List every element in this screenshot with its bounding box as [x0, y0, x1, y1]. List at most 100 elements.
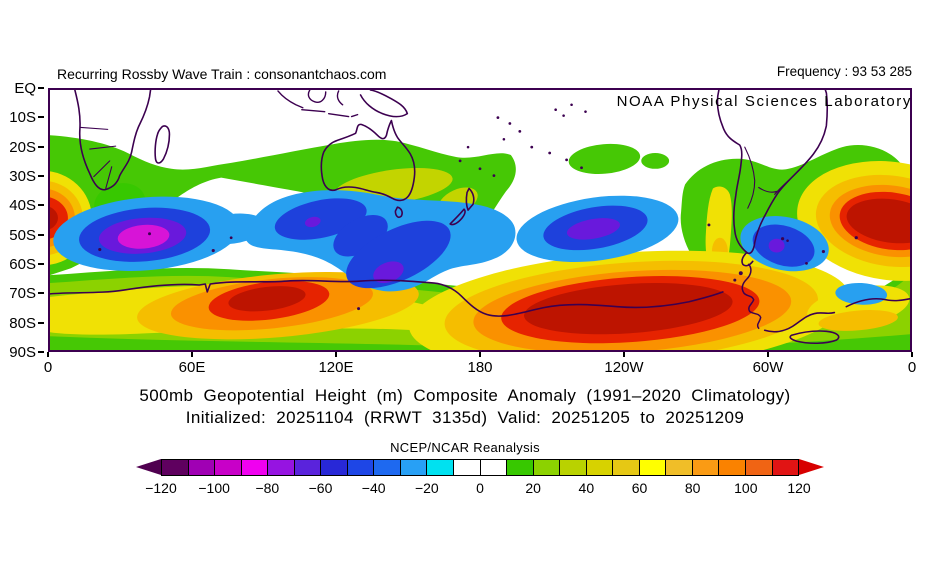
colorbar-tick-label-80: 80 [684, 480, 701, 496]
negative-anomaly-southwest-atlantic [740, 216, 888, 305]
colorbar-cell-22 [745, 460, 772, 475]
lon-tick [191, 352, 193, 357]
colorbar-cell-10 [426, 460, 454, 475]
lat-label-40S: 40S [9, 197, 36, 215]
colorbar-tick-label-−60: −60 [308, 480, 333, 496]
coastlines [50, 90, 910, 345]
lon-label-60E-1: 60E [178, 359, 206, 376]
lon-label-0-0: 0 [43, 359, 53, 376]
colorbar-cell-20 [691, 460, 719, 475]
colorbar-right-arrow [799, 459, 824, 475]
colorbar-tick-label-−20: −20 [414, 480, 439, 496]
colorbar-cell-23 [771, 460, 799, 475]
colorbar-cell-5 [293, 460, 321, 475]
colorbar-left-arrow [136, 459, 161, 475]
colorbar-tick-label-60: 60 [631, 480, 648, 496]
coastline-australia [320, 119, 416, 202]
lat-label-30S: 30S [9, 167, 36, 185]
lat-tick [38, 204, 44, 207]
colorbar-cell-12 [479, 460, 507, 475]
colorbar-tick-label-20: 20 [525, 480, 541, 496]
latitude-axis: EQ 10S 20S 30S 40S 50S 60S 70S 80S 90S [0, 80, 46, 361]
lon-label-120W-4: 120W [604, 359, 644, 376]
colorbar-tick-label-−120: −120 [145, 480, 177, 496]
colorbar-cell-2 [214, 460, 241, 475]
colorbar-cell-0 [162, 460, 188, 475]
colorbar-cell-1 [187, 460, 215, 475]
coastline-indonesia [277, 90, 359, 118]
negative-anomaly-australia-sector [245, 190, 516, 292]
lon-label-180-3: 180 [467, 359, 493, 376]
coastline-new-zealand [449, 187, 475, 226]
south-america-rivers [744, 146, 796, 209]
lat-label-70S: 70S [9, 285, 36, 303]
lat-label-50S: 50S [9, 226, 36, 244]
colorbar-tick-label-−100: −100 [198, 480, 230, 496]
lon-tick [335, 352, 337, 357]
lat-tick [38, 292, 44, 295]
colorbar-cell-9 [399, 460, 427, 475]
colorbar [161, 459, 799, 476]
lon-tick [767, 352, 769, 357]
coastline-tierra-del-fuego [741, 251, 754, 267]
lon-label-60W-5: 60W [752, 359, 784, 376]
africa-borders [80, 126, 117, 190]
anomaly-map [50, 90, 910, 350]
frequency-label: Frequency : 93 53 285 [776, 64, 912, 79]
lat-label-90S: 90S [9, 343, 36, 361]
lon-tick [623, 352, 625, 357]
island-dots [98, 103, 858, 311]
lat-label-EQ: EQ [14, 80, 36, 97]
colorbar-labels: −120 −100 −80 −60 −40 −20 0 20 40 60 80 100 120 [145, 480, 810, 500]
lat-label-80S: 80S [9, 314, 36, 332]
lat-tick [38, 87, 44, 89]
coastline-new-guinea [359, 90, 409, 118]
lon-tick [47, 352, 49, 357]
coastline-tasmania [394, 206, 403, 219]
longitude-axis: 0 60E 120E 180 120W 60W 0 [44, 352, 916, 382]
lat-tick [38, 262, 44, 265]
colorbar-cell-19 [665, 460, 692, 475]
colorbar-cell-4 [267, 460, 294, 475]
lat-label-20S: 20S [9, 138, 36, 156]
colorbar-cell-8 [373, 460, 400, 475]
colorbar-tick-label-0: 0 [476, 480, 484, 496]
colorbar-tick-label-−80: −80 [255, 480, 280, 496]
colorbar-cell-17 [612, 460, 639, 475]
lon-label-120E-2: 120E [318, 359, 354, 376]
lat-tick [38, 321, 44, 324]
lat-tick [38, 174, 44, 177]
data-source-label: NCEP/NCAR Reanalysis [390, 440, 540, 455]
coastline-antarctica-east [763, 297, 910, 345]
plot-title: 500mb Geopotential Height (m) Composite … [139, 386, 791, 405]
colorbar-tick-label-40: 40 [578, 480, 595, 496]
lon-label-0-6: 0 [907, 359, 917, 376]
colorbar-tick-label-120: 120 [787, 480, 811, 496]
plot-subtitle: Initialized: 20251104 (RRWT 3135d) Valid… [185, 408, 745, 427]
colorbar-tick-label-−40: −40 [361, 480, 386, 496]
colorbar-cell-16 [585, 460, 613, 475]
lat-tick [38, 116, 44, 119]
lon-tick [479, 352, 481, 357]
coastline-africa [74, 90, 152, 191]
colorbar-cell-15 [559, 460, 586, 475]
colorbar-cell-7 [346, 460, 374, 475]
coastline-south-america [716, 90, 828, 255]
lat-label-10S: 10S [9, 109, 36, 127]
negative-anomaly-south-pacific [516, 195, 679, 263]
lat-tick [38, 145, 44, 148]
colorbar-cell-21 [718, 460, 746, 475]
colorbar-cell-18 [638, 460, 666, 475]
coastline-antarctic-peninsula [741, 263, 762, 330]
anomaly-map-frame [48, 88, 912, 352]
colorbar-cell-13 [506, 460, 533, 475]
coastline-antarctica-west [50, 279, 724, 317]
lat-label-60S: 60S [9, 255, 36, 273]
lat-tick [38, 233, 44, 236]
negative-anomaly-indian-ocean [53, 196, 266, 271]
positive-anomaly-south-atlantic [797, 161, 910, 281]
colorbar-cell-6 [320, 460, 347, 475]
colorbar-cell-3 [240, 460, 268, 475]
colorbar-tick-label-100: 100 [734, 480, 758, 496]
